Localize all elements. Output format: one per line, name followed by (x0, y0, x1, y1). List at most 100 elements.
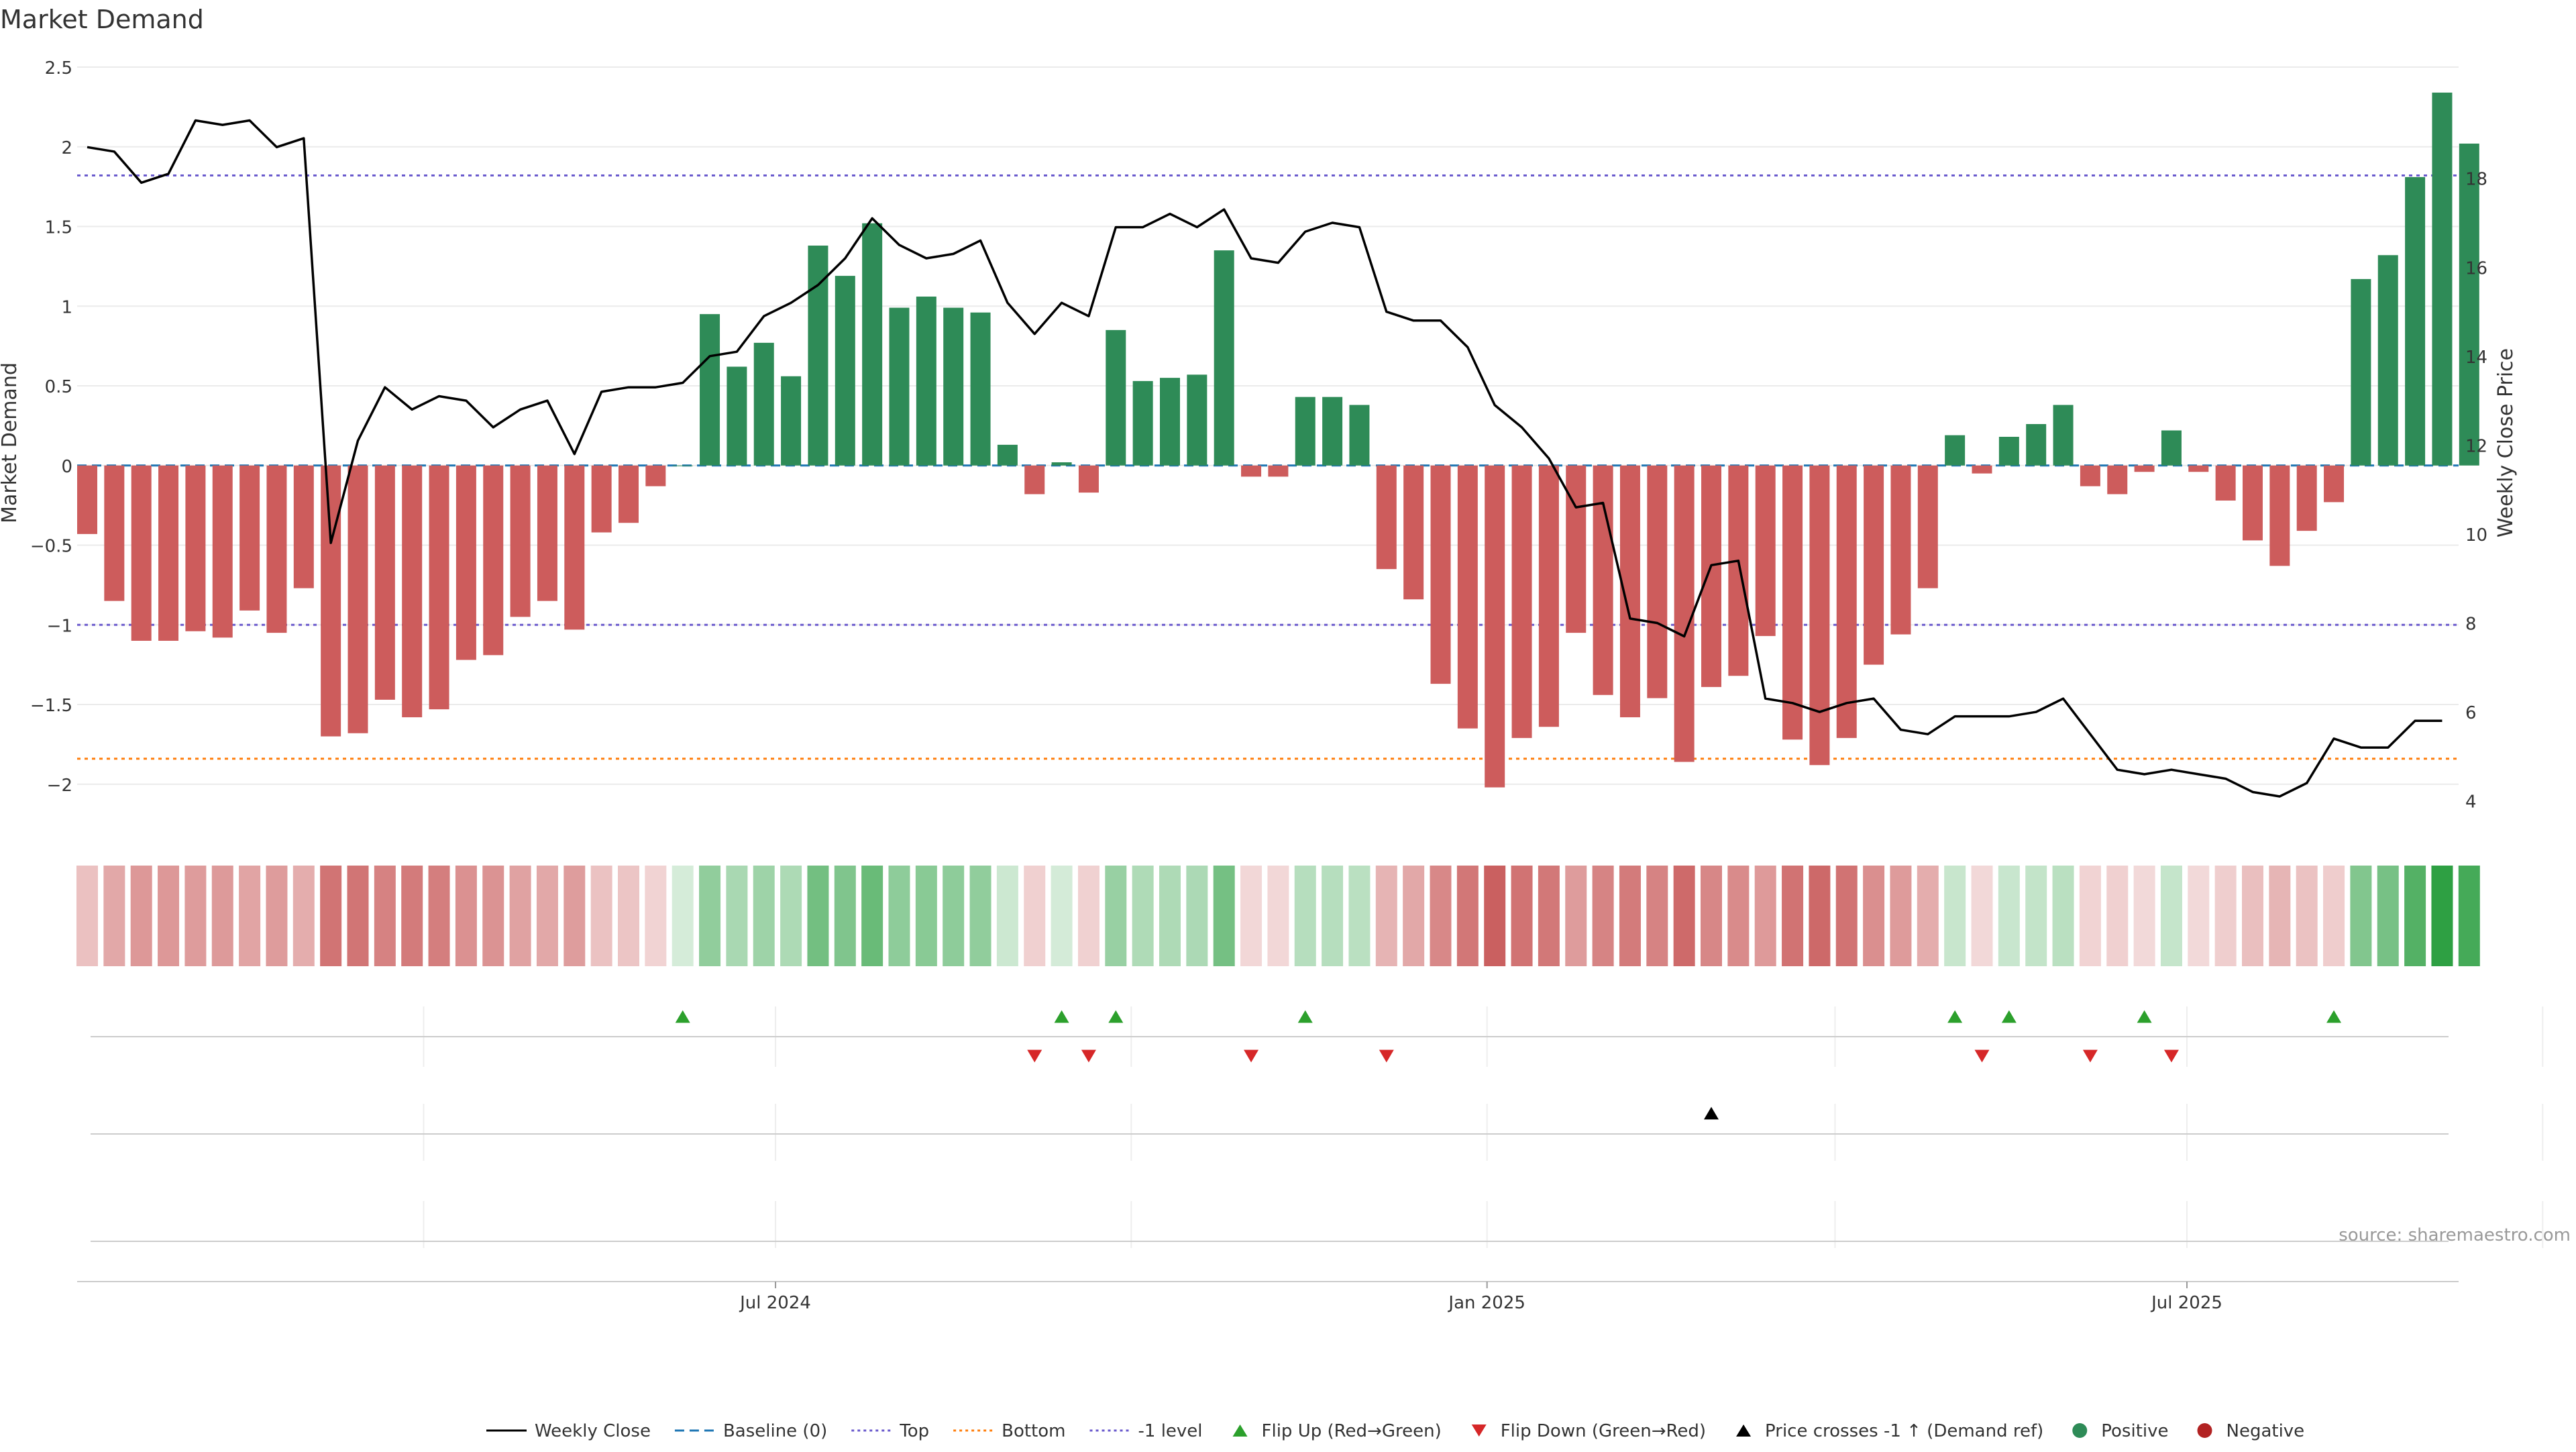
demand-bar (1457, 465, 1478, 729)
demand-strip-cell (320, 866, 342, 966)
legend-item: Bottom (953, 1421, 1066, 1441)
demand-strip-cell (76, 866, 98, 966)
demand-bar (591, 465, 612, 533)
demand-bar (1566, 465, 1587, 633)
demand-strip-cell (401, 866, 423, 966)
demand-bar (2134, 465, 2155, 472)
legend-item: Negative (2197, 1421, 2304, 1441)
demand-bar (2161, 430, 2182, 466)
demand-bar (185, 465, 206, 631)
legend-swatch (1736, 1424, 1752, 1437)
demand-bar (2296, 465, 2317, 531)
legend-label: Positive (2101, 1421, 2168, 1441)
demand-strip-cell (1944, 866, 1966, 966)
demand-bar (510, 465, 531, 617)
demand-bar (753, 342, 774, 466)
demand-strip-cell (2377, 866, 2399, 966)
demand-strip-cell (1240, 866, 1263, 966)
demand-bar (1593, 465, 1613, 695)
demand-bar (1322, 397, 1343, 466)
demand-bar (564, 465, 585, 630)
demand-bar (2215, 465, 2236, 501)
legend-item: Price crosses -1 ↑ (Demand ref) (1736, 1421, 2043, 1441)
flip-up-marker (675, 1010, 690, 1023)
demand-bar (1268, 465, 1289, 477)
demand-strip-cell (861, 866, 883, 966)
y-right-tick-label: 14 (2465, 348, 2487, 368)
demand-strip-cell (1051, 866, 1073, 966)
x-tick-label: Jul 2025 (2150, 1293, 2222, 1313)
demand-bar (1755, 465, 1776, 636)
demand-strip-cell (1348, 866, 1371, 966)
y-left-tick-label: −1 (47, 616, 72, 636)
y-left-tick-label: −2 (47, 776, 72, 796)
demand-strip-cell (374, 866, 396, 966)
demand-bar (1024, 465, 1045, 495)
legend-label: -1 level (1138, 1421, 1203, 1441)
y-axis-label-left: Market Demand (0, 362, 21, 523)
y-right-tick-label: 10 (2465, 525, 2487, 546)
demand-strip-cell (1294, 866, 1316, 966)
demand-strip-cell (1024, 866, 1046, 966)
demand-bar (1809, 465, 1830, 766)
price-cross-marker (1704, 1106, 1719, 1120)
demand-strip-cell (2025, 866, 2047, 966)
demand-bar (1214, 250, 1234, 466)
demand-strip-cell (482, 866, 504, 966)
y-left-tick-label: −0.5 (30, 537, 72, 557)
demand-strip-cell (1159, 866, 1181, 966)
demand-bar (321, 465, 341, 737)
demand-bar (158, 465, 179, 641)
demand-bar (1538, 465, 1559, 727)
demand-bar (2026, 424, 2047, 466)
demand-bar (916, 297, 936, 466)
demand-bar (700, 314, 720, 466)
demand-strip-cell (969, 866, 991, 966)
demand-bar (77, 465, 97, 534)
source-note: source: sharemaestro.com (2339, 1225, 2571, 1245)
demand-bar (645, 465, 666, 486)
flip-down-marker (1081, 1049, 1096, 1063)
demand-strip-cell (1917, 866, 1939, 966)
demand-strip-cell (1105, 866, 1127, 966)
demand-strip-cell (239, 866, 261, 966)
demand-bar (347, 465, 368, 733)
demand-bar (889, 307, 910, 466)
demand-strip-cell (1132, 866, 1154, 966)
legend-item: Weekly Close (486, 1421, 651, 1441)
demand-bar (429, 465, 449, 710)
flip-down-marker (1974, 1049, 1990, 1063)
demand-bar (1836, 465, 1857, 738)
y-right-tick-label: 16 (2465, 258, 2487, 278)
demand-strip-cell (1267, 866, 1289, 966)
y-right-tick-label: 12 (2465, 436, 2487, 456)
demand-strip-cell (590, 866, 612, 966)
y-right-tick-label: 8 (2465, 614, 2477, 634)
demand-strip-cell (1538, 866, 1560, 966)
flip-up-marker (2326, 1010, 2342, 1023)
y-axis-label-right: Weekly Close Price (2494, 348, 2518, 537)
legend-swatch (2072, 1423, 2088, 1438)
demand-bar (2432, 93, 2453, 466)
legend-label: Flip Up (Red→Green) (1262, 1421, 1442, 1441)
y-left-tick-label: 2.5 (45, 58, 72, 79)
demand-bar (808, 246, 828, 466)
demand-bar (2324, 465, 2345, 503)
demand-strip-cell (807, 866, 829, 966)
demand-strip-cell (645, 866, 667, 966)
demand-strip-cell (1511, 866, 1533, 966)
legend-item: -1 level (1089, 1421, 1203, 1441)
demand-strip-cell (428, 866, 450, 966)
demand-bar (2188, 465, 2209, 472)
demand-strip-cell (1701, 866, 1722, 966)
x-tick-label: Jul 2024 (739, 1293, 811, 1313)
weekly-close-line (87, 119, 2443, 798)
demand-bar (1890, 465, 1911, 635)
demand-strip-cell (1619, 866, 1641, 966)
flip-down-marker (1379, 1049, 1394, 1063)
demand-strip-cell (158, 866, 180, 966)
demand-bar (2405, 176, 2426, 466)
y-right-tick-label: 4 (2465, 792, 2477, 813)
